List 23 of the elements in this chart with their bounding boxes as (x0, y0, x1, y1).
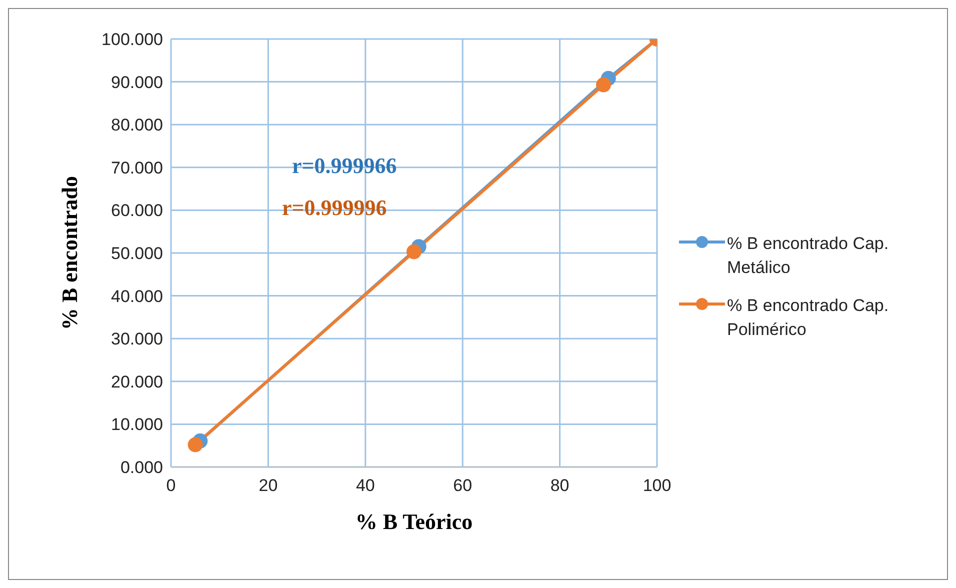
annotation: r=0.999996 (282, 195, 387, 221)
y-tick-label: 50.000 (111, 244, 163, 264)
y-tick-label: 60.000 (111, 201, 163, 220)
annotation: r=0.999966 (292, 153, 397, 179)
x-tick-label: 80 (550, 476, 570, 495)
legend-label: % B encontrado Cap. Polimérico (727, 295, 890, 341)
y-axis-title: % B encontrado (56, 176, 82, 330)
y-tick-label: 100.000 (102, 30, 163, 50)
legend-label: % B encontrado Cap. Metálico (727, 233, 890, 279)
x-tick-label: 100 (642, 476, 672, 495)
y-tick-label: 80.000 (111, 116, 163, 135)
y-tick-label: 30.000 (111, 330, 163, 349)
y-tick-label: 10.000 (111, 415, 163, 434)
y-tick-label: 70.000 (111, 158, 163, 178)
x-axis-title: % B Teórico (355, 509, 473, 534)
y-tick-label: 20.000 (111, 372, 163, 392)
y-tick-label: 0.000 (120, 458, 163, 478)
y-tick-label: 90.000 (111, 72, 163, 92)
x-tick-label: 20 (258, 476, 278, 495)
x-tick-label: 40 (356, 476, 375, 495)
x-tick-label: 60 (453, 476, 472, 495)
x-tick-label: 0 (166, 476, 176, 495)
y-tick-label: 40.000 (111, 286, 163, 306)
